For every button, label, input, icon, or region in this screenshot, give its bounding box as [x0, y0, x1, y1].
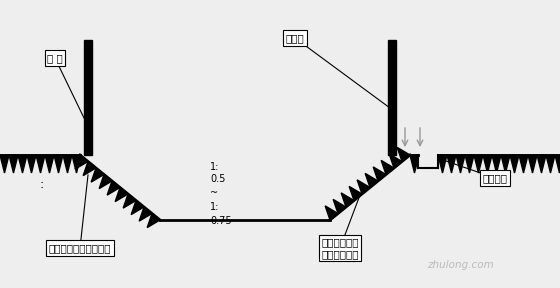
Polygon shape	[456, 155, 465, 173]
Polygon shape	[63, 155, 72, 173]
Polygon shape	[99, 175, 112, 189]
Polygon shape	[91, 168, 104, 182]
Polygon shape	[483, 155, 492, 173]
Polygon shape	[123, 194, 136, 208]
Polygon shape	[341, 193, 354, 207]
Polygon shape	[325, 206, 338, 220]
Polygon shape	[447, 155, 456, 173]
Polygon shape	[139, 207, 152, 221]
Polygon shape	[510, 155, 519, 173]
Polygon shape	[357, 180, 370, 194]
Polygon shape	[333, 199, 346, 213]
Polygon shape	[84, 40, 92, 155]
Polygon shape	[107, 181, 120, 195]
Text: 0.5: 0.5	[210, 174, 225, 184]
Polygon shape	[36, 155, 45, 173]
Text: 观察坑壁边缘有无裂缝: 观察坑壁边缘有无裂缝	[49, 243, 111, 253]
Polygon shape	[9, 155, 18, 173]
Text: zhulong.com: zhulong.com	[427, 260, 493, 270]
Polygon shape	[27, 155, 36, 173]
Text: 护 栏: 护 栏	[47, 53, 63, 63]
Text: 设截水沟: 设截水沟	[483, 173, 507, 183]
Polygon shape	[75, 155, 88, 169]
Text: 设护道: 设护道	[286, 33, 305, 43]
Polygon shape	[131, 200, 144, 215]
Polygon shape	[438, 155, 447, 173]
Polygon shape	[555, 155, 560, 173]
Text: 1:: 1:	[210, 202, 220, 212]
Polygon shape	[83, 162, 96, 176]
Polygon shape	[465, 155, 474, 173]
Polygon shape	[147, 213, 160, 228]
Polygon shape	[474, 155, 483, 173]
Polygon shape	[54, 155, 63, 173]
Polygon shape	[349, 186, 362, 200]
Polygon shape	[0, 155, 9, 173]
Polygon shape	[18, 155, 27, 173]
Polygon shape	[528, 155, 537, 173]
Polygon shape	[388, 40, 396, 155]
Polygon shape	[410, 155, 419, 173]
Text: :: :	[40, 179, 44, 192]
Polygon shape	[519, 155, 528, 173]
Polygon shape	[365, 173, 378, 187]
Polygon shape	[546, 155, 555, 173]
Text: 0.75: 0.75	[210, 216, 232, 226]
Text: ~: ~	[210, 188, 218, 198]
Polygon shape	[115, 187, 128, 202]
Polygon shape	[381, 160, 394, 175]
Polygon shape	[389, 154, 402, 168]
Polygon shape	[45, 155, 54, 173]
Polygon shape	[501, 155, 510, 173]
Polygon shape	[537, 155, 546, 173]
Polygon shape	[492, 155, 501, 173]
Polygon shape	[397, 147, 410, 162]
Text: 观察坑壁边缘
有无松散崩落: 观察坑壁边缘 有无松散崩落	[321, 237, 359, 259]
Text: 1:: 1:	[210, 162, 220, 172]
Polygon shape	[373, 167, 386, 181]
Polygon shape	[72, 155, 81, 173]
